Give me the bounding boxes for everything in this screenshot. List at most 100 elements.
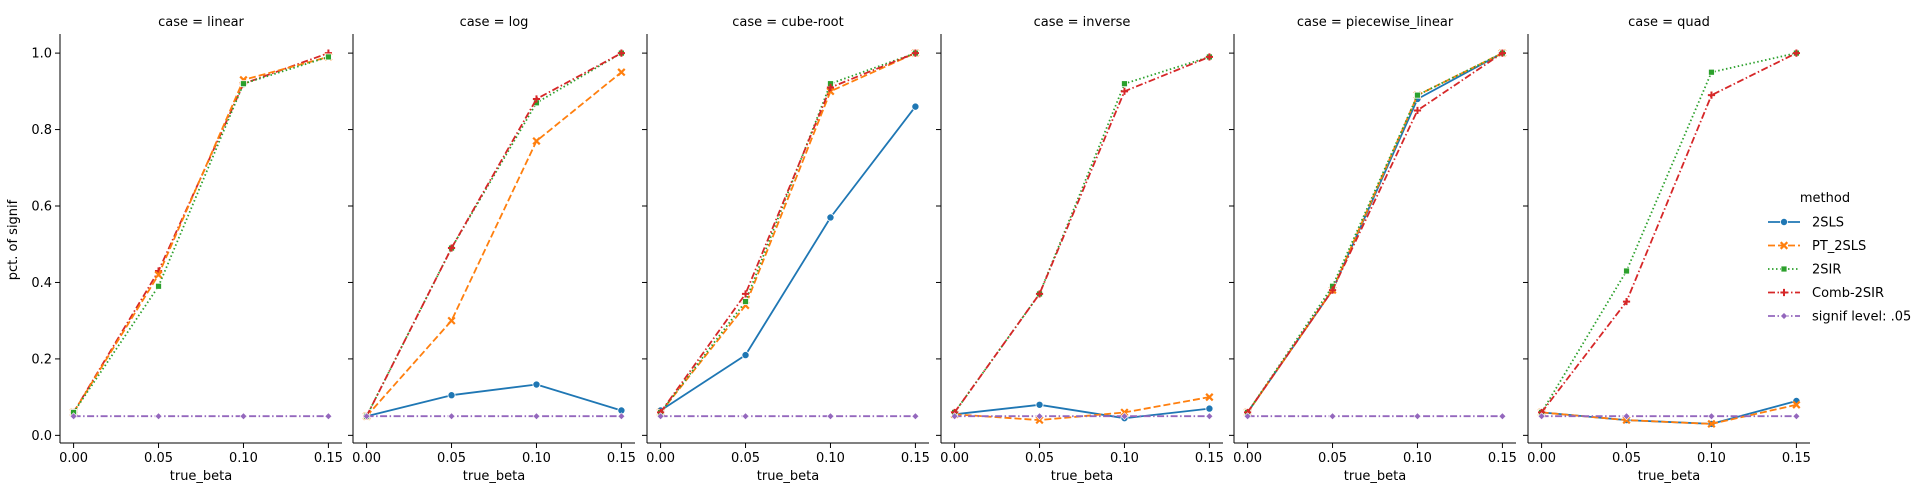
data-point	[1792, 49, 1801, 57]
facet-panel-log: case = log 0.00 0.05 0.10 0.15 true_beta	[348, 15, 636, 484]
data-point	[240, 80, 247, 88]
legend-title: method	[1800, 191, 1850, 206]
x-tick-label: 0.15	[1782, 451, 1811, 466]
data-point	[742, 298, 749, 305]
panel-title: case = inverse	[1034, 15, 1131, 30]
y-tick-label: 0.6	[31, 200, 52, 215]
series-line	[72, 56, 329, 413]
data-point	[1623, 267, 1630, 275]
x-tick-label: 0.00	[1527, 451, 1556, 466]
legend: method 2SLS PT_2SLS 2SIR Comb-2SIR signif lev…	[1768, 191, 1911, 325]
panel-title: case = quad	[1628, 15, 1710, 30]
data-point	[911, 102, 920, 111]
series-comb-2sir	[950, 53, 1214, 417]
legend-marker	[1780, 217, 1789, 226]
series-line	[954, 396, 1210, 422]
legend-entry: 2SLS	[1768, 216, 1844, 231]
legend-label: signif level: .05	[1812, 310, 1911, 325]
legend-label: PT_2SLS	[1812, 239, 1866, 254]
x-tick-label: 0.10	[1110, 451, 1139, 466]
x-tick-label: 0.15	[1488, 451, 1517, 466]
series-comb-2sir	[656, 49, 920, 417]
facet-panel-piecewise-linear: case = piecewise_linear 0.00 0.05 0.10 0.15 t…	[1229, 15, 1517, 484]
series-line	[659, 52, 916, 413]
legend-entry: signif level: .05	[1768, 310, 1911, 325]
x-axis-label: true_beta	[757, 469, 820, 484]
data-point	[1413, 106, 1422, 115]
series-line	[365, 71, 622, 417]
legend-marker	[1780, 265, 1788, 273]
series-line	[954, 403, 1210, 420]
series-line	[72, 56, 329, 413]
series-signif-level-05	[362, 412, 626, 421]
x-axis-label: true_beta	[170, 469, 233, 484]
data-point	[741, 351, 750, 360]
data-point	[911, 412, 920, 421]
x-tick-label: 0.00	[1233, 451, 1262, 466]
data-point	[826, 412, 835, 421]
x-tick-label: 0.05	[1318, 451, 1347, 466]
data-point	[826, 213, 835, 222]
series-signif-level-05	[69, 412, 333, 421]
data-point	[1792, 412, 1801, 421]
series-line	[72, 52, 329, 413]
data-point	[1243, 412, 1252, 421]
data-point	[532, 380, 541, 389]
legend-marker	[1780, 288, 1788, 297]
x-tick-label: 0.10	[1697, 451, 1726, 466]
facet-panel-quad: case = quad 0.00 0.05 0.10 0.15 true_beta	[1523, 15, 1811, 484]
data-point	[362, 412, 371, 421]
x-tick-label: 0.15	[314, 451, 343, 466]
data-point	[532, 412, 541, 421]
y-tick-label: 1.0	[31, 47, 52, 62]
series-line	[365, 52, 622, 417]
facet-panel-inverse: case = inverse 0.00 0.05 0.10 0.15 true_beta	[936, 15, 1224, 484]
y-tick-label: 0.0	[31, 429, 52, 444]
series-comb-2sir	[1537, 49, 1801, 417]
x-tick-label: 0.10	[522, 451, 551, 466]
panel-title: case = cube-root	[732, 15, 843, 30]
x-tick-label: 0.05	[1025, 451, 1054, 466]
x-tick-label: 0.00	[940, 451, 969, 466]
data-point	[911, 49, 920, 57]
x-axis-label: true_beta	[1344, 469, 1407, 484]
series-signif-level-05	[656, 412, 920, 421]
data-point	[1328, 412, 1337, 421]
data-point	[1205, 404, 1214, 413]
data-point	[1120, 87, 1129, 95]
x-axis-label: true_beta	[463, 469, 526, 484]
panel-title: case = log	[460, 15, 529, 30]
data-point	[826, 87, 835, 96]
data-point	[1498, 412, 1507, 421]
data-point	[950, 412, 959, 421]
x-tick-label: 0.15	[901, 451, 930, 466]
facet-panels: case = linear 0.0 0.2 0.4 0.6 0.8 1.0 0.00 0.05 0…	[31, 15, 1811, 484]
x-tick-label: 0.05	[437, 451, 466, 466]
data-point	[1707, 412, 1716, 421]
y-tick-label: 0.2	[31, 352, 52, 367]
data-point	[447, 316, 456, 325]
data-point	[239, 412, 248, 421]
data-point	[656, 412, 665, 421]
legend-entry: 2SIR	[1768, 263, 1841, 278]
legend-entry: PT_2SLS	[1768, 239, 1866, 254]
data-point	[826, 83, 835, 92]
data-point	[1707, 419, 1716, 428]
data-point	[1708, 68, 1715, 76]
x-tick-label: 0.10	[816, 451, 845, 466]
legend-marker	[1779, 241, 1789, 250]
y-tick-label: 0.8	[31, 123, 52, 138]
data-point	[447, 244, 456, 252]
data-point	[1413, 412, 1422, 421]
series-line	[659, 52, 916, 413]
data-point	[741, 290, 750, 298]
panel-title: case = linear	[158, 15, 244, 30]
data-point	[154, 412, 163, 421]
data-point	[1792, 400, 1801, 409]
data-point	[741, 412, 750, 421]
panel-title: case = piecewise_linear	[1297, 15, 1454, 30]
x-tick-label: 0.10	[229, 451, 258, 466]
data-point	[617, 68, 626, 77]
data-point	[1328, 286, 1337, 294]
